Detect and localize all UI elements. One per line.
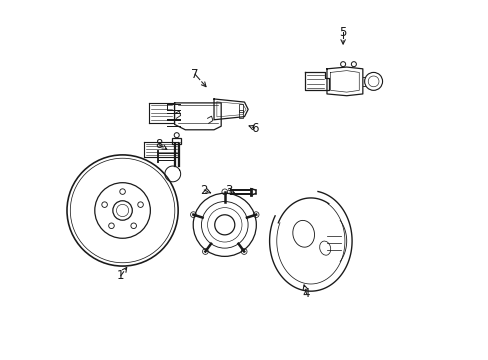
- Text: 4: 4: [302, 287, 310, 300]
- Text: 6: 6: [250, 122, 258, 135]
- Text: 7: 7: [191, 68, 198, 81]
- Text: 1: 1: [117, 269, 124, 282]
- Text: 5: 5: [339, 26, 346, 39]
- Text: 8: 8: [155, 138, 163, 151]
- Text: 3: 3: [224, 184, 232, 197]
- Text: 2: 2: [200, 184, 208, 197]
